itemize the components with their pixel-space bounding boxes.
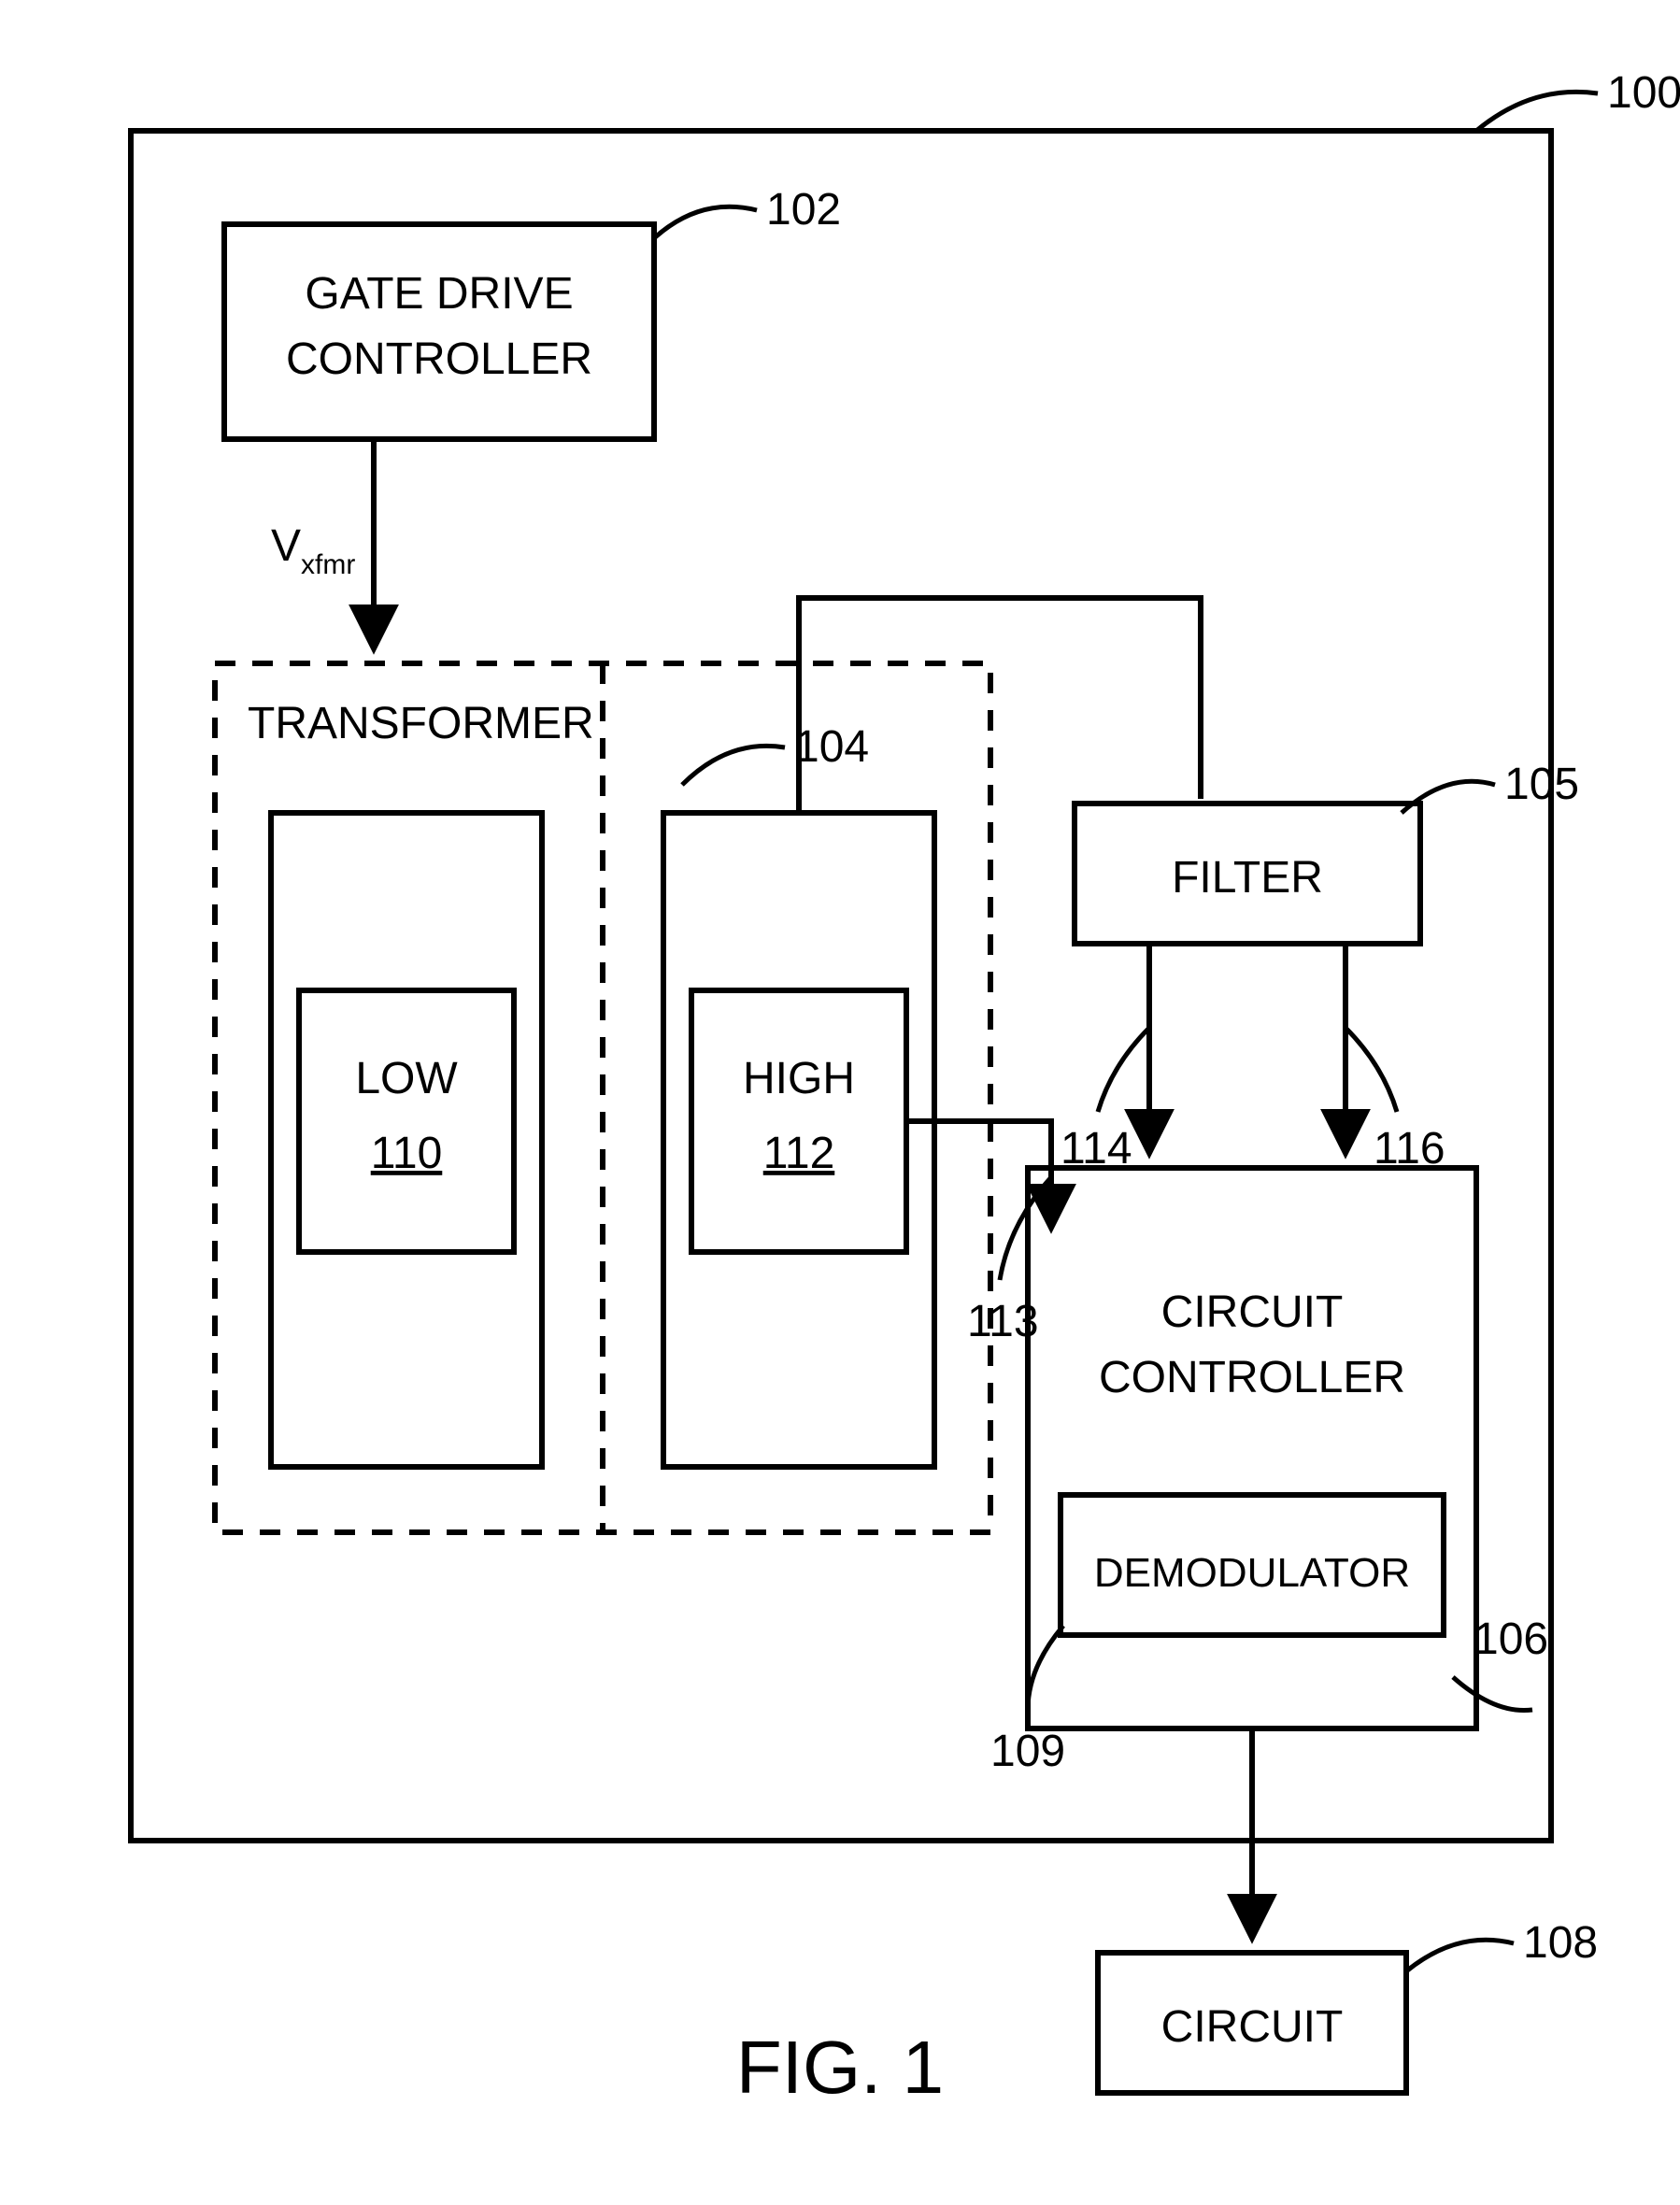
ref-109: 109 xyxy=(990,1727,1065,1776)
ref-105: 105 xyxy=(1504,760,1579,809)
wire-high-to-filter xyxy=(799,598,1201,813)
low-inner-box xyxy=(299,990,514,1252)
vxfmr-label: Vxfmr xyxy=(271,521,355,580)
transformer-label: TRANSFORMER xyxy=(248,699,594,748)
low-ref: 110 xyxy=(371,1129,443,1178)
figure-caption: FIG. 1 xyxy=(736,2026,944,2109)
high-inner-box xyxy=(691,990,906,1252)
ref-leader-106 xyxy=(1453,1677,1532,1711)
circuit-label: CIRCUIT xyxy=(1161,2002,1344,2052)
ref-108: 108 xyxy=(1523,1918,1598,1968)
gate-drive-controller-box xyxy=(224,224,654,439)
demodulator-label: DEMODULATOR xyxy=(1094,1550,1410,1596)
ref-leader-105 xyxy=(1402,781,1495,813)
low-label: LOW xyxy=(355,1054,458,1103)
circuit-controller-label-2: CONTROLLER xyxy=(1099,1353,1405,1402)
gate-drive-controller-label-1: GATE DRIVE xyxy=(305,269,573,319)
high-ref: 112 xyxy=(763,1129,835,1178)
ref-leader-108 xyxy=(1406,1940,1514,1971)
circuit-controller-label-1: CIRCUIT xyxy=(1161,1287,1344,1337)
ref-leader-104 xyxy=(682,746,785,785)
gate-drive-controller-label-2: CONTROLLER xyxy=(286,334,592,384)
ref-leader-116 xyxy=(1345,1028,1397,1112)
ref-leader-114 xyxy=(1098,1028,1149,1112)
ref-leader-100 xyxy=(1476,92,1598,131)
ref-100: 100 xyxy=(1607,68,1680,118)
filter-label: FILTER xyxy=(1172,853,1323,903)
high-label: HIGH xyxy=(743,1054,855,1103)
ref-104: 104 xyxy=(794,722,869,772)
ref-106: 106 xyxy=(1474,1615,1548,1664)
ref-leader-102 xyxy=(654,206,757,238)
circuit-controller-box xyxy=(1028,1168,1476,1728)
ref-leader-109 xyxy=(1028,1626,1063,1710)
ref-102: 102 xyxy=(766,185,841,235)
